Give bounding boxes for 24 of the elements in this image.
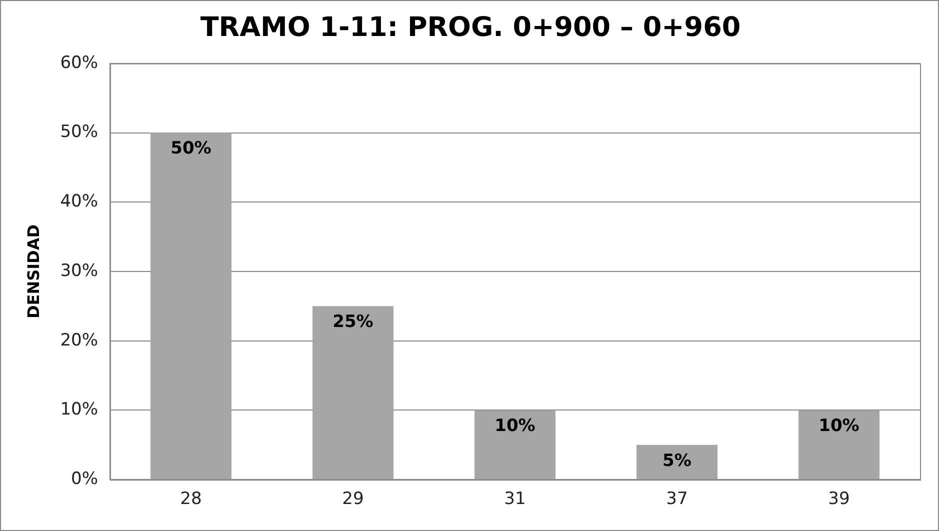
y-tick-label: 20% [60, 330, 98, 350]
y-axis-title: DENSIDAD [24, 224, 43, 319]
x-tick-label: 29 [342, 489, 364, 510]
x-tick-label: 31 [504, 489, 526, 510]
data-label: 5% [662, 450, 692, 471]
y-tick-label: 40% [60, 192, 98, 212]
bar [474, 410, 556, 480]
x-tick-label: 28 [180, 489, 202, 510]
bar [312, 306, 394, 480]
bar [150, 132, 232, 480]
data-label: 10% [494, 416, 536, 436]
x-tick-label: 37 [666, 489, 688, 510]
y-tick-label: 0% [71, 469, 98, 490]
data-label: 25% [332, 312, 374, 332]
chart-title: TRAMO 1-11: PROG. 0+900 – 0+960 [200, 12, 741, 44]
y-tick-label: 50% [60, 122, 98, 142]
data-label: 10% [818, 416, 860, 436]
bar [798, 410, 880, 480]
y-tick-label: 30% [60, 260, 98, 281]
x-tick-label: 39 [828, 489, 850, 510]
y-tick-label: 10% [60, 400, 98, 420]
y-tick-label: 60% [60, 52, 98, 73]
data-label: 50% [170, 138, 212, 159]
bar [636, 444, 718, 480]
